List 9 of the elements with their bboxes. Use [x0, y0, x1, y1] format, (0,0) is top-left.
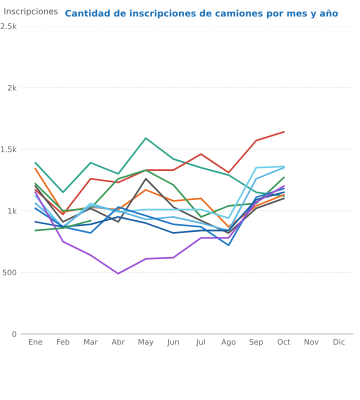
chart-title: Cantidad de inscripciones de camiones por mes y año: [65, 10, 338, 18]
line-series: [34, 137, 285, 197]
line-series: [34, 185, 285, 274]
line-series: [34, 169, 285, 218]
line-series: [34, 191, 285, 234]
line-series: [34, 131, 285, 216]
line-series: [34, 178, 285, 234]
y-axis-title: Inscripciones: [4, 8, 58, 16]
line-series: [34, 188, 285, 246]
